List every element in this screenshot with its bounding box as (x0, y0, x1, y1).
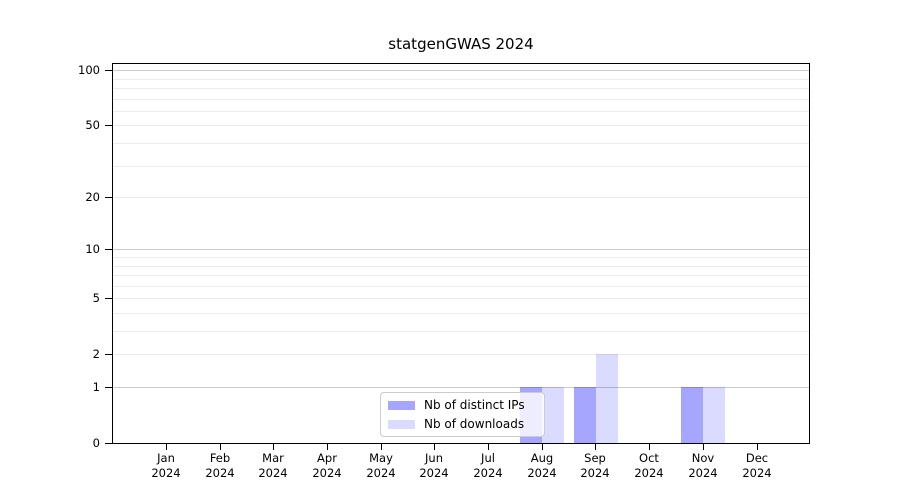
y-tick (105, 354, 112, 355)
y-tick (105, 387, 112, 388)
x-tick (220, 444, 221, 450)
legend-label-distinct-ips: Nb of distinct IPs (424, 398, 525, 412)
bar-sep-distinct-ips (573, 387, 596, 443)
x-tick (595, 444, 596, 450)
x-tick-year: 2024 (312, 466, 342, 480)
y-tick-label: 10 (85, 242, 100, 256)
y-tick (105, 443, 112, 444)
x-tick (381, 444, 382, 450)
x-tick-month: Apr (317, 451, 337, 465)
x-tick (166, 444, 167, 450)
downloads-swatch (388, 419, 415, 429)
y-tick-label: 0 (92, 436, 100, 450)
x-tick-year: 2024 (473, 466, 503, 480)
x-tick-year: 2024 (205, 466, 235, 480)
gridline-minor (113, 165, 809, 167)
bar-sep-downloads (595, 354, 618, 443)
gridline-minor (113, 125, 809, 127)
x-tick-label-may: May 2024 (349, 451, 413, 481)
x-tick-label-jan: Jan 2024 (134, 451, 198, 481)
bar-aug-downloads (541, 387, 564, 443)
x-tick-month: Feb (209, 451, 231, 465)
x-tick-label-nov: Nov 2024 (671, 451, 735, 481)
x-tick-year: 2024 (634, 466, 664, 480)
x-tick-month: Sep (584, 451, 606, 465)
gridline-major (113, 249, 809, 251)
x-tick-month: May (369, 451, 393, 465)
gridline-minor (113, 354, 809, 356)
x-tick-label-aug: Aug 2024 (510, 451, 574, 481)
x-tick-label-apr: Apr 2024 (295, 451, 359, 481)
y-tick (105, 249, 112, 250)
y-tick-label: 5 (92, 291, 100, 305)
x-tick-month: Aug (530, 451, 554, 465)
x-tick-year: 2024 (151, 466, 181, 480)
x-tick-year: 2024 (366, 466, 396, 480)
bar-nov-downloads (702, 387, 725, 443)
x-tick (273, 444, 274, 450)
x-tick-month: Dec (745, 451, 769, 465)
x-tick (649, 444, 650, 450)
x-tick-month: Mar (262, 451, 284, 465)
y-tick (105, 298, 112, 299)
x-tick-label-jul: Jul 2024 (456, 451, 520, 481)
y-tick (105, 197, 112, 198)
gridline-minor (113, 88, 809, 89)
x-tick-year: 2024 (580, 466, 610, 480)
y-tick-label: 2 (92, 347, 100, 361)
plot-area (112, 63, 810, 444)
x-tick-year: 2024 (527, 466, 557, 480)
bar-nov-distinct-ips (680, 387, 703, 443)
y-tick (105, 70, 112, 71)
legend-entry-distinct-ips: Nb of distinct IPs (388, 398, 536, 412)
distinct-ips-swatch (388, 400, 415, 410)
x-tick-month: Jan (157, 451, 175, 465)
x-tick-label-oct: Oct 2024 (617, 451, 681, 481)
x-tick-label-feb: Feb 2024 (188, 451, 252, 481)
x-tick-label-dec: Dec 2024 (725, 451, 789, 481)
x-tick-label-mar: Mar 2024 (241, 451, 305, 481)
legend-entry-downloads: Nb of downloads (388, 417, 536, 431)
x-tick-month: Nov (691, 451, 715, 465)
x-tick (703, 444, 704, 450)
gridline-minor (113, 78, 809, 80)
x-tick (757, 444, 758, 450)
x-tick-label-jun: Jun 2024 (402, 451, 466, 481)
y-tick (105, 125, 112, 126)
gridline-minor (113, 110, 809, 112)
x-tick (434, 444, 435, 450)
x-tick-year: 2024 (258, 466, 288, 480)
legend-label-downloads: Nb of downloads (424, 417, 525, 431)
y-tick-label: 20 (85, 190, 100, 204)
x-tick-year: 2024 (688, 466, 718, 480)
chart-title: statgenGWAS 2024 (388, 35, 534, 53)
gridline-minor (113, 285, 809, 287)
x-tick-label-sep: Sep 2024 (563, 451, 627, 481)
y-tick-label: 100 (78, 63, 100, 77)
gridline-minor (113, 197, 809, 198)
x-tick-month: Jul (481, 451, 495, 465)
gridline-major (113, 387, 809, 388)
y-tick-label: 50 (85, 118, 100, 132)
x-tick-month: Oct (639, 451, 659, 465)
gridline-minor (113, 257, 809, 258)
legend: Nb of distinct IPs Nb of downloads (380, 392, 545, 437)
gridline-minor (113, 143, 809, 144)
x-tick-month: Jun (425, 451, 443, 465)
x-tick (542, 444, 543, 450)
x-tick-year: 2024 (419, 466, 449, 480)
gridline-minor (113, 313, 809, 314)
gridline-minor (113, 98, 809, 100)
x-tick (488, 444, 489, 450)
y-tick-label: 1 (92, 380, 100, 394)
gridline-minor (113, 331, 809, 332)
gridline-minor (113, 275, 809, 276)
gridline-minor (113, 298, 809, 300)
gridline-major (113, 70, 809, 72)
gridline-minor (113, 265, 809, 267)
x-tick (327, 444, 328, 450)
x-tick-year: 2024 (742, 466, 772, 480)
